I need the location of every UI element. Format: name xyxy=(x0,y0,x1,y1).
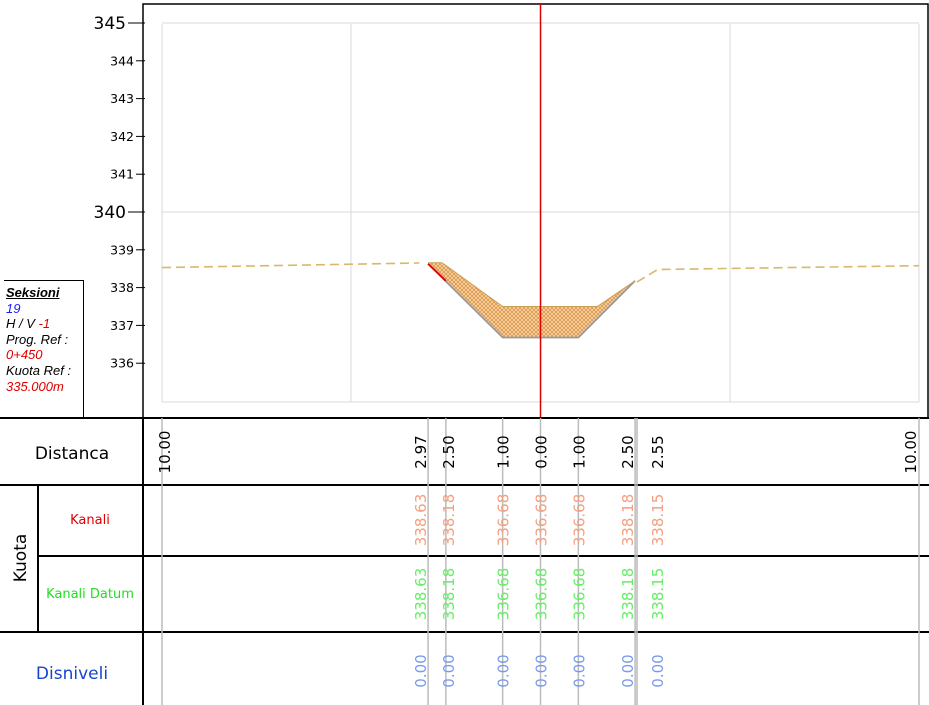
datum-value-1: 338.63 xyxy=(412,568,430,621)
distanca-value-8: 10.00 xyxy=(902,431,920,474)
hv-label: H / V xyxy=(6,316,35,332)
distanca-value-3: 1.00 xyxy=(495,435,513,468)
datum-value-5: 336.68 xyxy=(570,568,588,621)
kanali-label: Kanali xyxy=(70,513,110,528)
distanca-value-4: 0.00 xyxy=(533,435,551,468)
disniveli-value-7: 0.00 xyxy=(649,654,667,687)
section-title: Seksioni xyxy=(6,285,60,300)
kuota-ref-value: 335.000m xyxy=(6,378,64,394)
y-axis: 345 344 343 342 341 340 339 338 337 336 xyxy=(94,14,145,371)
prog-value: 0+450 xyxy=(6,347,43,363)
datum-value-2: 338.18 xyxy=(440,568,458,621)
kanali-value-3: 336.68 xyxy=(495,494,513,547)
y-tick-label-338: 338 xyxy=(110,280,134,295)
terrain-left-line xyxy=(161,262,420,269)
section-number: 19 xyxy=(6,300,21,316)
disniveli-value-3: 0.00 xyxy=(495,654,513,687)
disniveli-value-1: 0.00 xyxy=(412,654,430,687)
disniveli-value-6: 0.00 xyxy=(619,654,637,687)
distanca-value-2: 2.50 xyxy=(440,435,458,468)
excavation-fill xyxy=(428,262,636,338)
kuota-ref-label: Kuota Ref : xyxy=(6,362,72,378)
kuota-label: Kuota xyxy=(11,534,31,583)
terrain-right-line xyxy=(636,264,920,283)
kanali-value-1: 338.63 xyxy=(412,494,430,547)
datum-value-6: 338.18 xyxy=(619,568,637,621)
disniveli-value-4: 0.00 xyxy=(533,654,551,687)
profile xyxy=(161,4,920,418)
y-tick-label-344: 344 xyxy=(110,53,134,68)
y-tick-label-336: 336 xyxy=(110,356,134,371)
distanca-value-6: 2.50 xyxy=(619,435,637,468)
y-tick-label-337: 337 xyxy=(110,318,134,333)
datum-value-3: 336.68 xyxy=(495,568,513,621)
disniveli-value-5: 0.00 xyxy=(570,654,588,687)
kanali-value-5: 336.68 xyxy=(570,494,588,547)
y-tick-label-339: 339 xyxy=(110,242,134,257)
kanali-value-7: 338.15 xyxy=(649,494,667,547)
kanali-datum-label: Kanali Datum xyxy=(46,587,134,602)
plot-frame xyxy=(142,3,929,419)
distanca-label: Distanca xyxy=(35,444,109,464)
fill-top-line xyxy=(428,262,636,307)
red-slope-line xyxy=(427,263,447,282)
kanali-value-2: 338.18 xyxy=(440,494,458,547)
kanali-value-4: 336.68 xyxy=(533,494,551,547)
distanca-value-7: 2.55 xyxy=(649,435,667,468)
prog-label: Prog. Ref : xyxy=(6,331,69,347)
y-tick-label-345: 345 xyxy=(94,14,126,34)
y-tick-label-342: 342 xyxy=(110,129,134,144)
distanca-value-1: 2.97 xyxy=(412,435,430,468)
y-tick-label-340: 340 xyxy=(94,203,126,223)
datum-value-4: 336.68 xyxy=(533,568,551,621)
data-table: Distanca Kuota Kanali Kanali Datum Disniveli xyxy=(0,417,929,705)
section-info-panel: Seksioni 19 H / V -1 Prog. Ref : 0+450 K… xyxy=(4,280,84,418)
y-tick-label-341: 341 xyxy=(110,167,134,182)
datum-value-7: 338.15 xyxy=(649,568,667,621)
y-tick-label-343: 343 xyxy=(110,91,134,106)
disniveli-value-2: 0.00 xyxy=(440,654,458,687)
hv-value: -1 xyxy=(38,316,51,332)
station-lines: 10.00 2.97 338.63 338.63 0.00 2.50 338.18 338.1… xyxy=(156,418,920,705)
distanca-value-0: 10.00 xyxy=(156,431,174,474)
kanali-value-6: 338.18 xyxy=(619,494,637,547)
distanca-value-5: 1.00 xyxy=(570,435,588,468)
disniveli-label: Disniveli xyxy=(36,664,108,684)
